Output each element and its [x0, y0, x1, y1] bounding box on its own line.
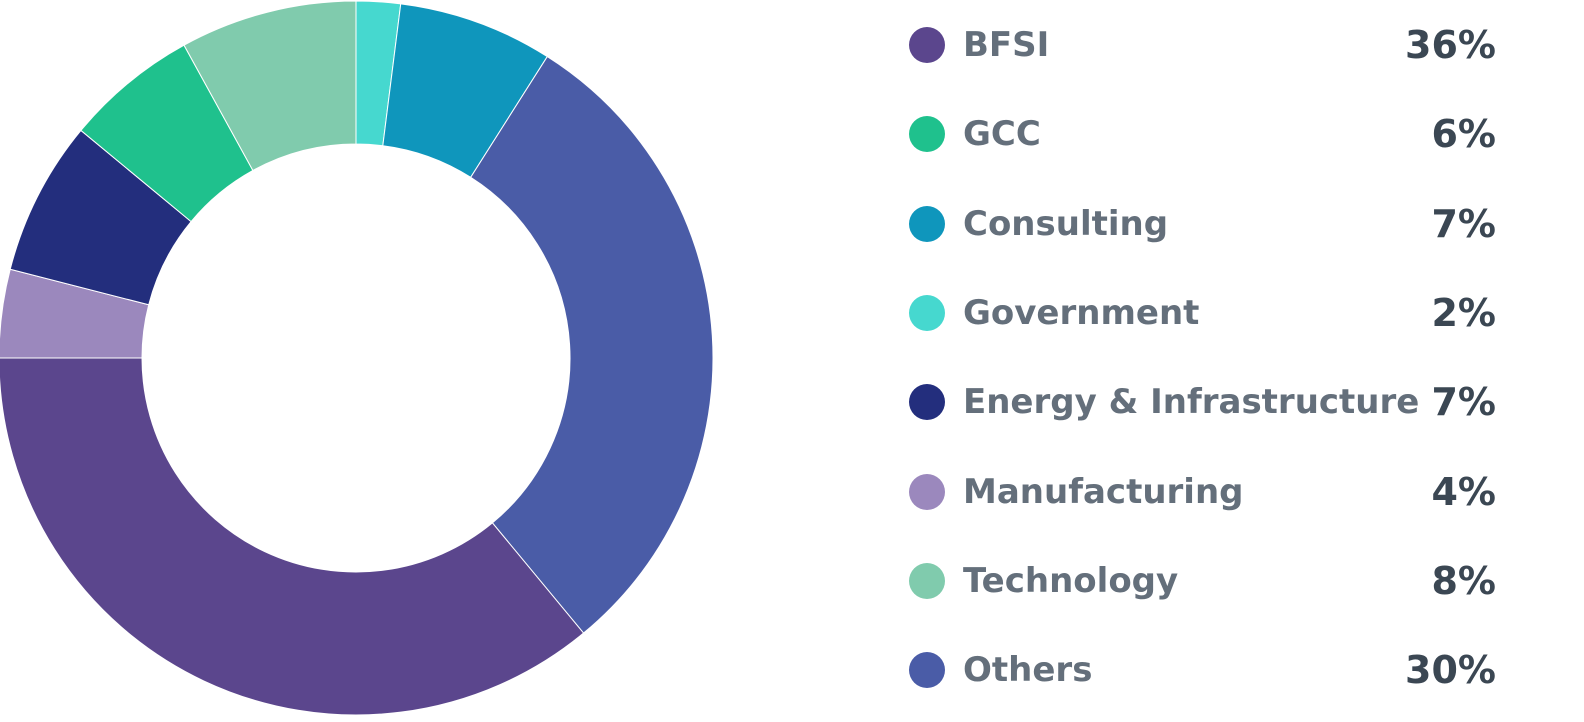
legend-swatch-gcc	[909, 116, 945, 153]
legend-swatch-manufacturing	[909, 473, 945, 510]
legend-item-manufacturing: Manufacturing 4%	[906, 462, 1498, 522]
legend-value-gcc: 6%	[1431, 112, 1496, 157]
slice-bfsi	[0, 357, 585, 716]
legend-label-government: Government	[963, 292, 1200, 333]
legend-label-bfsi: BFSI	[963, 25, 1050, 65]
legend-swatch-bfsi	[909, 27, 945, 63]
legend-value-government: 2%	[1431, 290, 1496, 335]
donut-plot	[0, 0, 714, 716]
legend-label-others: Others	[963, 650, 1093, 691]
chart-legend: BFSI 36% GCC 6% Consulting 7% Government 2% Ener…	[906, 0, 1506, 722]
legend-label-gcc: GCC	[963, 114, 1041, 155]
legend-label-consulting: Consulting	[963, 203, 1169, 244]
slice-technology	[183, 0, 357, 172]
legend-value-consulting: 7%	[1431, 201, 1496, 246]
legend-item-technology: Technology 8%	[906, 551, 1498, 611]
legend-value-bfsi: 36%	[1405, 23, 1496, 67]
legend-label-technology: Technology	[963, 560, 1179, 601]
legend-value-energy-and-infrastructure: 7%	[1431, 380, 1496, 425]
legend-swatch-government	[909, 294, 945, 331]
legend-value-manufacturing: 4%	[1431, 469, 1496, 514]
legend-value-technology: 8%	[1431, 558, 1496, 603]
legend-swatch-technology	[909, 562, 945, 599]
legend-value-others: 30%	[1405, 648, 1496, 693]
legend-label-manufacturing: Manufacturing	[963, 471, 1244, 512]
legend-item-bfsi: BFSI 36%	[906, 15, 1498, 75]
legend-swatch-energy-and-infrastructure	[909, 384, 945, 421]
legend-label-energy-and-infrastructure: Energy & Infrastructure	[963, 382, 1420, 423]
legend-item-government: Government 2%	[906, 283, 1498, 343]
slice-others	[469, 55, 714, 634]
legend-item-consulting: Consulting 7%	[906, 194, 1498, 254]
legend-item-others: Others 30%	[906, 640, 1498, 700]
legend-swatch-others	[909, 652, 945, 689]
legend-item-gcc: GCC 6%	[906, 104, 1498, 164]
legend-swatch-consulting	[909, 205, 945, 242]
legend-item-energy-and-infrastructure: Energy & Infrastructure 7%	[906, 372, 1498, 432]
